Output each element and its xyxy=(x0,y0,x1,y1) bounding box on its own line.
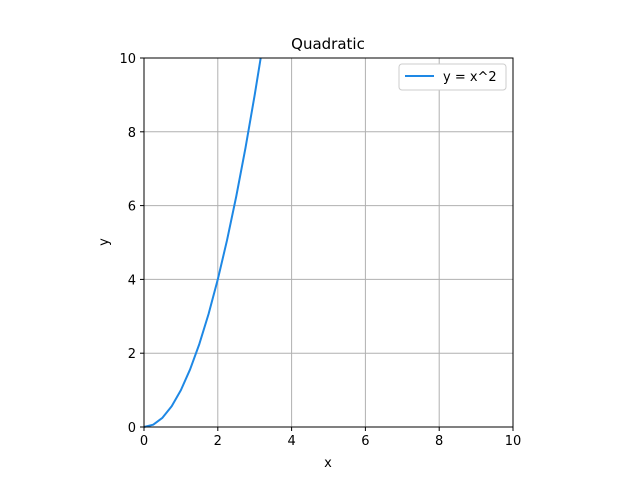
plot-frame xyxy=(143,57,514,428)
x-tick-label: 2 xyxy=(214,434,222,449)
y-tick-label: 2 xyxy=(128,347,136,362)
legend-label: y = x^2 xyxy=(443,70,497,85)
grid xyxy=(143,57,514,428)
series-line-0 xyxy=(143,57,262,428)
plot-area xyxy=(144,58,513,427)
x-tick-label: 8 xyxy=(435,434,443,449)
y-tick-label: 8 xyxy=(128,126,136,141)
x-tick-label: 10 xyxy=(505,434,522,449)
ticks: 0 2 4 6 8 10 0 2 4 6 8 10 xyxy=(119,52,521,449)
chart-title: Quadratic xyxy=(291,35,365,53)
legend: y = x^2 xyxy=(398,63,507,91)
y-tick-label: 6 xyxy=(128,200,136,215)
y-tick-label: 4 xyxy=(128,273,136,288)
y-tick-label: 10 xyxy=(119,52,136,67)
legend-box xyxy=(398,63,507,91)
x-tick-label: 0 xyxy=(140,434,148,449)
x-tick-label: 6 xyxy=(361,434,369,449)
y-tick-label: 0 xyxy=(128,421,136,436)
y-axis-label: y xyxy=(97,238,112,246)
x-tick-label: 4 xyxy=(287,434,295,449)
x-axis-label: x xyxy=(324,456,332,471)
series-layer xyxy=(143,57,262,428)
